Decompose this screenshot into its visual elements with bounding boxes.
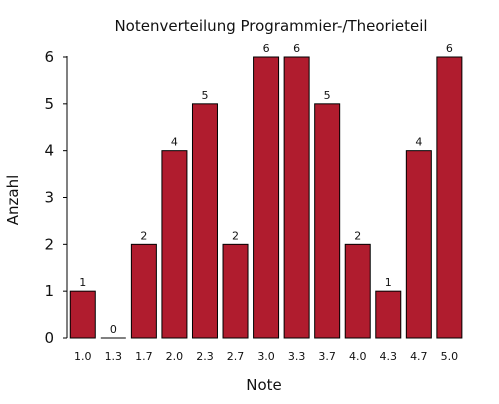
x-tick-label: 4.7 — [410, 350, 428, 363]
data-label: 6 — [263, 42, 270, 55]
data-label: 2 — [232, 229, 239, 242]
data-label: 6 — [293, 42, 300, 55]
x-tick-label: 2.3 — [196, 350, 214, 363]
data-label: 4 — [415, 136, 422, 149]
bar-3.0 — [253, 56, 280, 339]
y-tick-label: 3 — [44, 189, 54, 207]
x-tick-label: 3.0 — [257, 350, 275, 363]
bar-2.3 — [191, 103, 218, 339]
x-tick-label: 3.7 — [318, 350, 336, 363]
data-label: 1 — [385, 276, 392, 289]
y-tick-label: 1 — [44, 282, 54, 300]
x-tick-label: 1.3 — [105, 350, 123, 363]
data-label: 2 — [354, 229, 361, 242]
x-axis-label: Note — [246, 376, 282, 394]
chart-title: Notenverteilung Programmier-/Theorieteil — [114, 17, 427, 35]
bar-2.0 — [161, 150, 188, 339]
x-tick-label: 1.7 — [135, 350, 153, 363]
data-label: 4 — [171, 136, 178, 149]
data-label: 1 — [79, 276, 86, 289]
data-label: 5 — [324, 89, 331, 102]
x-tick-label: 2.0 — [166, 350, 184, 363]
y-tick-label: 5 — [44, 95, 54, 113]
bar-4.7 — [405, 150, 432, 339]
bar-1.7 — [130, 243, 157, 339]
y-axis-label: Anzahl — [4, 175, 22, 226]
y-tick-label: 2 — [44, 235, 54, 253]
x-tick-label: 4.3 — [380, 350, 398, 363]
x-tick-label: 2.7 — [227, 350, 245, 363]
y-tick-label: 4 — [44, 142, 54, 160]
data-label: 0 — [110, 323, 117, 336]
bar-4.3 — [375, 290, 402, 339]
y-tick-label: 0 — [44, 329, 54, 347]
bar-3.3 — [283, 56, 310, 339]
x-tick-label: 3.3 — [288, 350, 306, 363]
bar-3.7 — [314, 103, 341, 339]
x-tick-label: 1.0 — [74, 350, 92, 363]
y-tick-label: 6 — [44, 48, 54, 66]
bar-1.0 — [69, 290, 96, 339]
data-label: 6 — [446, 42, 453, 55]
x-tick-label: 5.0 — [441, 350, 459, 363]
x-tick-label: 4.0 — [349, 350, 367, 363]
data-label: 2 — [140, 229, 147, 242]
bar-5.0 — [436, 56, 463, 339]
bar-2.7 — [222, 243, 249, 339]
data-label: 5 — [201, 89, 208, 102]
plot-area: 0 1 2 3 4 5 6 1 1.0 0 1.3 2 1.7 4 2.0 5 2.3 2 2.7 6 3.0 6 3.3 5… — [44, 42, 463, 363]
bar-4.0 — [344, 243, 371, 339]
